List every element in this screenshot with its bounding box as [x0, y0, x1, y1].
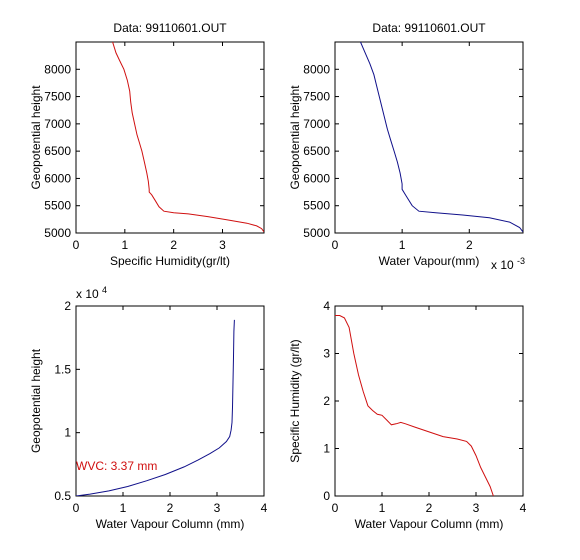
- y-tick-label: 1: [64, 426, 71, 440]
- x-tick-label: 0: [332, 501, 339, 515]
- y-tick-label: 2: [64, 299, 71, 313]
- y-axis-label: Geopotential height: [29, 348, 43, 453]
- axes-box: [334, 41, 524, 234]
- y-tick-label: 7500: [303, 90, 330, 104]
- axis-exponent-label: x 10: [491, 258, 514, 272]
- subplot-3: 0 1 2 3 4 0.5 1 1.5 2 Water Vapour Column (mm) Geo…: [29, 285, 268, 531]
- series-line: [112, 42, 264, 233]
- y-tick-label: 8000: [44, 62, 71, 76]
- x-axis-label: Specific Humidity(gr/lt): [110, 254, 230, 268]
- y-tick-label: 7000: [44, 117, 71, 131]
- y-tick-label: 7000: [303, 117, 330, 131]
- y-axis-label: Specific Humidity (gr/lt): [288, 339, 302, 462]
- axes-box: [334, 305, 524, 497]
- axis-exponent-power: -3: [517, 256, 525, 266]
- y-tick-label: 6500: [44, 144, 71, 158]
- y-tick-label: 3: [323, 347, 330, 361]
- x-tick-label: 2: [170, 238, 177, 252]
- series-line: [360, 42, 523, 233]
- x-axis-label: Water Vapour Column (mm): [355, 517, 504, 531]
- x-tick-label: 1: [399, 238, 406, 252]
- x-tick-label: 3: [473, 501, 480, 515]
- y-tick-label: 1.5: [54, 362, 71, 376]
- chart-title: Data: 99110601.OUT: [372, 21, 486, 35]
- x-tick-label: 3: [214, 501, 221, 515]
- y-tick-label: 5500: [44, 199, 71, 213]
- chart-title: Data: 99110601.OUT: [113, 21, 227, 35]
- x-tick-label: 0: [73, 501, 80, 515]
- x-tick-label: 0: [332, 238, 339, 252]
- y-tick-label: 0: [323, 489, 330, 503]
- x-tick-label: 1: [121, 238, 128, 252]
- series-line: [335, 315, 494, 496]
- axis-exponent-label: x 10: [76, 287, 99, 301]
- y-tick-label: 8000: [303, 62, 330, 76]
- y-axis-label: Geopotential height: [288, 85, 302, 190]
- x-tick-label: 2: [466, 238, 473, 252]
- x-axis-label: Water Vapour Column (mm): [96, 517, 245, 531]
- x-tick-label: 1: [379, 501, 386, 515]
- x-tick-label: 4: [261, 501, 268, 515]
- wvc-annotation: WVC: 3.37 mm: [76, 459, 157, 473]
- y-tick-label: 6000: [303, 171, 330, 185]
- x-tick-label: 0: [73, 238, 80, 252]
- y-tick-label: 0.5: [54, 489, 71, 503]
- x-tick-label: 4: [520, 501, 527, 515]
- y-tick-label: 1: [323, 442, 330, 456]
- subplot-4: 0 1 2 3 4 0 1 2 3 4 Water Vapour Column (mm) Specif…: [288, 299, 527, 531]
- y-tick-label: 5000: [44, 226, 71, 240]
- x-tick-label: 2: [426, 501, 433, 515]
- x-tick-label: 1: [120, 501, 127, 515]
- y-tick-label: 6000: [44, 171, 71, 185]
- subplot-1: 0 1 2 3 5000 5500 6000 6500 7000 7500 8000 Data: 99…: [29, 21, 265, 268]
- x-tick-label: 2: [167, 501, 174, 515]
- series-line: [76, 319, 235, 496]
- y-tick-label: 7500: [44, 90, 71, 104]
- x-axis-label: Water Vapour(mm): [379, 254, 480, 268]
- axes-box: [75, 41, 265, 234]
- y-tick-label: 4: [323, 299, 330, 313]
- axis-exponent-power: 4: [102, 285, 107, 295]
- y-tick-label: 2: [323, 394, 330, 408]
- subplot-2: 0 1 2 5000 5500 6000 6500 7000 7500 8000 Data: 991…: [288, 21, 525, 272]
- y-tick-label: 6500: [303, 144, 330, 158]
- x-tick-label: 3: [219, 238, 226, 252]
- y-tick-label: 5000: [303, 226, 330, 240]
- y-axis-label: Geopotential height: [29, 85, 43, 190]
- y-tick-label: 5500: [303, 199, 330, 213]
